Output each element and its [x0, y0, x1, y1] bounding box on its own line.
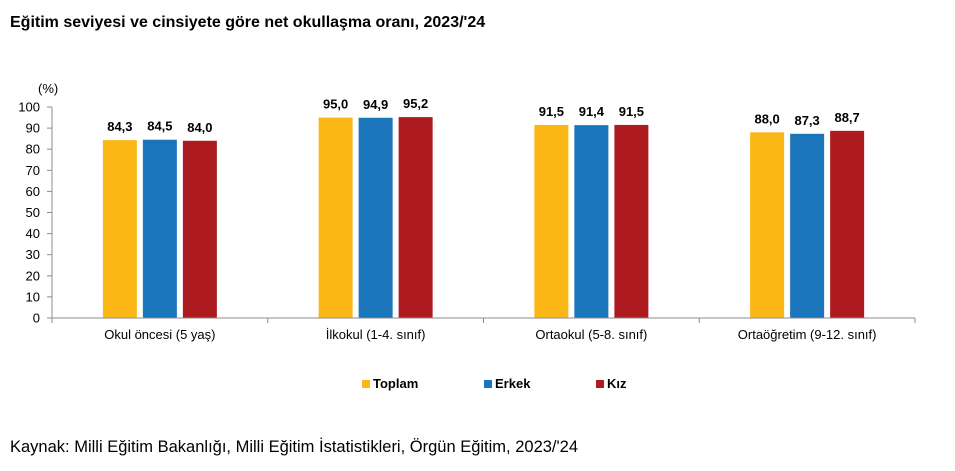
y-tick-label: 20: [26, 268, 40, 283]
bar-toplam: [318, 117, 353, 318]
y-axis-unit: (%): [38, 81, 58, 96]
y-tick-label: 90: [26, 121, 40, 136]
legend-swatch-erkek: [484, 380, 492, 388]
source-note: Kaynak: Milli Eğitim Bakanlığı, Milli Eğ…: [10, 438, 579, 456]
legend-swatch-kız: [596, 380, 604, 388]
y-tick-label: 30: [26, 247, 40, 262]
bar-toplam: [102, 140, 137, 318]
value-label: 88,7: [834, 110, 859, 125]
y-tick-label: 100: [18, 100, 40, 115]
axes: [51, 107, 916, 323]
value-label: 95,2: [403, 96, 428, 111]
y-tick-label: 0: [33, 311, 40, 326]
category-label: İlkokul (1-4. sınıf): [326, 327, 426, 342]
legend-label: Toplam: [373, 376, 418, 391]
bar-chart: (%) 0 10 20 30 40 50 60 70 80 90 100 84,3 84,5 84,0 9…: [18, 81, 916, 391]
y-tick-label: 50: [26, 205, 40, 220]
bar-kız: [830, 130, 865, 318]
value-label: 84,3: [107, 119, 132, 134]
bar-kız: [398, 117, 433, 319]
value-label: 95,0: [323, 97, 348, 112]
y-tick-label: 80: [26, 142, 40, 157]
y-tick-label: 60: [26, 184, 40, 199]
y-tick-label: 70: [26, 163, 40, 178]
bar-erkek: [358, 117, 393, 318]
bar-kız: [614, 124, 649, 318]
y-tick-label: 40: [26, 226, 40, 241]
category-label: Okul öncesi (5 yaş): [104, 327, 215, 342]
category-label: Ortaöğretim (9-12. sınıf): [738, 327, 877, 342]
bar-erkek: [574, 125, 609, 318]
category-label: Ortaokul (5-8. sınıf): [535, 327, 647, 342]
value-label: 94,9: [363, 97, 388, 112]
bars: [102, 117, 865, 319]
value-label: 87,3: [794, 113, 819, 128]
value-label: 91,5: [539, 104, 564, 119]
y-tick-label: 10: [26, 289, 40, 304]
y-axis-ticks: 0 10 20 30 40 50 60 70 80 90 100: [18, 100, 52, 326]
value-label: 91,4: [579, 104, 605, 119]
legend: Toplam Erkek Kız: [362, 376, 627, 391]
legend-label: Kız: [607, 376, 627, 391]
bar-toplam: [534, 124, 569, 318]
value-labels: 84,3 84,5 84,0 95,0 94,9 95,2 91,5 91,4 91,5 88,0…: [107, 96, 860, 135]
legend-swatch-toplam: [362, 380, 370, 388]
bar-erkek: [142, 139, 177, 318]
value-label: 84,0: [187, 120, 212, 135]
bar-kız: [182, 140, 217, 318]
value-label: 88,0: [754, 111, 779, 126]
bar-erkek: [790, 133, 825, 318]
category-labels: Okul öncesi (5 yaş) İlkokul (1-4. sınıf) O…: [104, 327, 876, 342]
legend-label: Erkek: [495, 376, 531, 391]
value-label: 84,5: [147, 119, 172, 134]
bar-toplam: [750, 132, 785, 318]
value-label: 91,5: [619, 104, 644, 119]
chart-title: Eğitim seviyesi ve cinsiyete göre net ok…: [10, 14, 486, 31]
